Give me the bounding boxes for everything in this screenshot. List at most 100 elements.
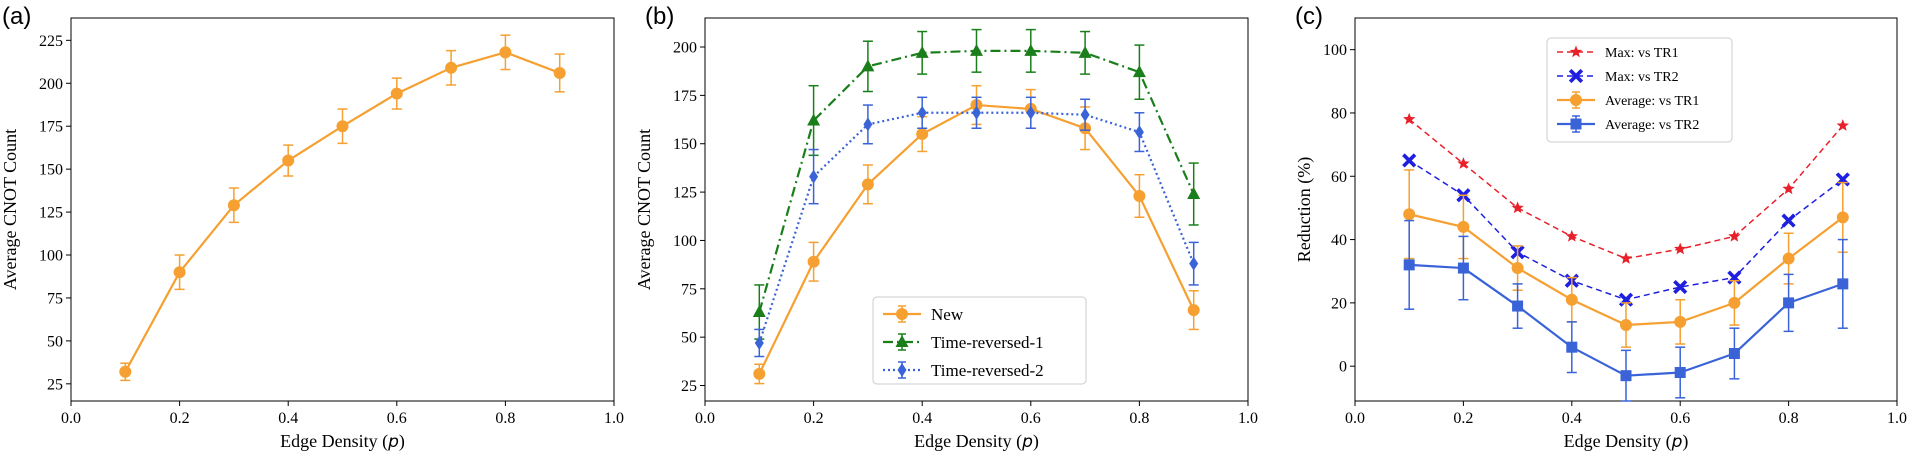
x-tick-label-b: 0.2 bbox=[804, 410, 824, 427]
y-tick-label-c: 100 bbox=[1323, 42, 1347, 59]
data-point bbox=[390, 87, 403, 100]
legend-c: Max: vs TR1 Max: vs TR2 Average: vs TR1 Ave… bbox=[1546, 37, 1733, 143]
y-axis-label-b: Average CNOT Count bbox=[634, 129, 654, 290]
data-point bbox=[1457, 157, 1470, 169]
data-point bbox=[970, 43, 983, 56]
data-point bbox=[1187, 187, 1201, 200]
x-axis-label-c: Edge Density (p) bbox=[1564, 431, 1689, 452]
legend-marker bbox=[895, 335, 909, 347]
y-tick-label-a: 150 bbox=[39, 162, 63, 179]
series-line bbox=[1408, 159, 1844, 301]
data-point bbox=[282, 154, 295, 167]
legend-label: Average: vs TR1 bbox=[1605, 94, 1699, 109]
legend-b: New Time-reversed-1 Time-reversed-2 bbox=[872, 296, 1087, 385]
data-point bbox=[227, 199, 240, 212]
data-point bbox=[1134, 125, 1144, 140]
data-point bbox=[173, 266, 186, 279]
data-point bbox=[1026, 105, 1036, 120]
data-point bbox=[972, 105, 981, 120]
data-point bbox=[861, 178, 874, 191]
chart-panel-c: (c) 0.0 0.2 0.4 0.6 0.8 1.0 0 20 40 60 80 100 Edge De… bbox=[1294, 3, 1907, 452]
x-tick-label-c: 0.8 bbox=[1779, 410, 1799, 427]
data-point bbox=[1673, 279, 1688, 295]
data-point bbox=[1403, 259, 1415, 271]
data-point bbox=[1511, 201, 1524, 214]
data-point bbox=[1132, 65, 1146, 78]
legend-marker bbox=[1568, 68, 1584, 84]
data-point bbox=[809, 169, 819, 184]
chart-panel-b: (b) 0.0 0.2 0.4 0.6 0.8 1.0 25 50 75 100 125 150 175 2… bbox=[634, 3, 1258, 452]
series-c-max-vs-tr1 bbox=[1403, 112, 1849, 264]
data-point bbox=[1674, 315, 1687, 328]
data-point bbox=[1836, 119, 1849, 131]
data-point bbox=[863, 117, 873, 132]
data-point bbox=[1619, 252, 1633, 264]
y-tick-label-c: 80 bbox=[1331, 105, 1347, 122]
x-tick-label-b: 0.6 bbox=[1021, 410, 1041, 427]
series-a-0 bbox=[119, 34, 566, 382]
y-tick-label-b: 25 bbox=[681, 378, 697, 395]
plot-area-a bbox=[70, 17, 615, 402]
legend-marker bbox=[1569, 45, 1583, 58]
y-tick-label-a: 75 bbox=[47, 290, 63, 307]
data-point bbox=[1674, 367, 1686, 379]
y-axis-label-c: Reduction (%) bbox=[1294, 157, 1315, 262]
chart-panel-a: (a) 0.0 0.2 0.4 0.6 0.8 1.0 25 50 75 100 125 150 175 2… bbox=[0, 3, 624, 452]
legend-label: Average: vs TR2 bbox=[1605, 118, 1699, 133]
legend-marker bbox=[897, 363, 907, 377]
series-b-time-reversed-2 bbox=[754, 96, 1199, 358]
x-tick-label-b: 0.4 bbox=[912, 410, 932, 427]
panel-label-a: (a) bbox=[2, 3, 31, 30]
data-point bbox=[1457, 262, 1469, 274]
data-point bbox=[1620, 319, 1632, 332]
x-tick-label-c: 0.6 bbox=[1670, 410, 1690, 427]
data-point bbox=[807, 255, 820, 268]
data-point bbox=[916, 128, 929, 141]
data-point bbox=[1024, 43, 1038, 56]
legend-label: Time-reversed-1 bbox=[931, 333, 1044, 352]
series-b-time-reversed-1 bbox=[752, 28, 1201, 340]
data-point bbox=[499, 46, 512, 59]
data-point bbox=[1836, 211, 1849, 224]
data-point bbox=[915, 45, 929, 58]
data-point bbox=[1402, 153, 1417, 168]
x-tick-label-c: 1.0 bbox=[1887, 410, 1907, 427]
y-tick-label-a: 225 bbox=[39, 33, 63, 50]
x-tick-label-b: 0.0 bbox=[695, 410, 715, 427]
y-tick-label-a: 125 bbox=[39, 205, 63, 222]
x-tick-label-a: 0.0 bbox=[61, 410, 81, 427]
plot-area-b bbox=[704, 17, 1249, 402]
series-line bbox=[124, 51, 561, 373]
x-axis-label-b: Edge Density (p) bbox=[914, 431, 1039, 452]
x-tick-label-c: 0.2 bbox=[1453, 410, 1473, 427]
series-line bbox=[1408, 118, 1844, 260]
x-axis-label-a: Edge Density (p) bbox=[280, 431, 405, 452]
data-point bbox=[917, 105, 927, 120]
data-point bbox=[1189, 256, 1199, 271]
panel-label-b: (b) bbox=[645, 3, 674, 30]
data-point bbox=[1674, 242, 1687, 255]
data-point bbox=[754, 335, 764, 350]
data-point bbox=[1837, 278, 1849, 290]
legend-label: Time-reversed-2 bbox=[931, 361, 1044, 380]
x-tick-label-b: 0.8 bbox=[1129, 410, 1149, 427]
data-point bbox=[553, 66, 566, 79]
data-point bbox=[1782, 252, 1795, 265]
data-point bbox=[1565, 293, 1578, 306]
x-tick-label-c: 0.0 bbox=[1345, 410, 1365, 427]
x-tick-label-c: 0.4 bbox=[1562, 410, 1582, 427]
data-point bbox=[861, 59, 875, 72]
y-tick-label-c: 40 bbox=[1331, 232, 1347, 249]
legend-marker bbox=[1570, 94, 1582, 106]
legend-box bbox=[1546, 37, 1733, 143]
data-point bbox=[1781, 213, 1796, 228]
data-point bbox=[1783, 297, 1795, 309]
data-point bbox=[1403, 208, 1416, 221]
panel-label-c: (c) bbox=[1295, 3, 1323, 30]
y-tick-label-c: 0 bbox=[1339, 359, 1347, 376]
data-point bbox=[752, 305, 766, 318]
data-point bbox=[1511, 262, 1524, 275]
data-point bbox=[1457, 220, 1470, 233]
data-point bbox=[1566, 341, 1578, 353]
